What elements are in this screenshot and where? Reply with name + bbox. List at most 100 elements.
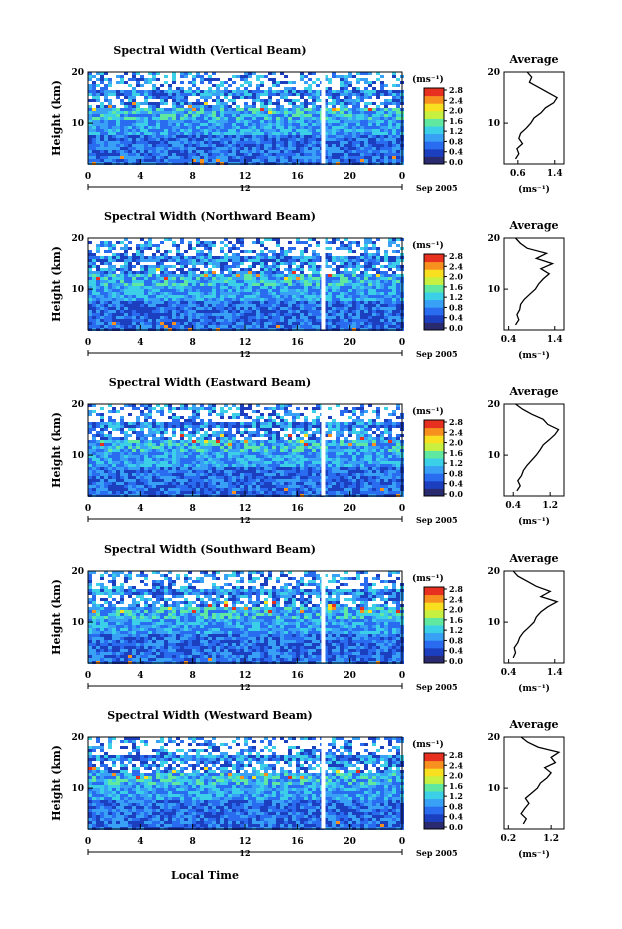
heatmap-cell (300, 271, 304, 274)
heatmap-cell (188, 150, 192, 153)
heatmap-cell (188, 286, 192, 289)
heatmap-cell (268, 295, 272, 298)
heatmap-cell (392, 280, 396, 283)
heatmap-cell (136, 129, 140, 132)
heatmap-cell (144, 132, 148, 135)
heatmap-cell (108, 283, 112, 286)
heatmap-cell (208, 253, 212, 256)
heatmap-cell (92, 253, 96, 256)
heatmap-cell (152, 316, 156, 319)
heatmap-cell (104, 476, 108, 479)
heatmap-cell (172, 304, 176, 307)
heatmap-cell (308, 147, 312, 150)
heatmap-cell (128, 144, 132, 147)
heatmap-cell (176, 114, 180, 117)
heatmap-cell (156, 87, 160, 90)
heatmap-cell (208, 159, 212, 162)
heatmap-cell (88, 301, 92, 304)
heatmap-cell (140, 120, 144, 123)
heatmap-cell (264, 313, 268, 316)
heatmap-cell (304, 241, 308, 244)
heatmap-cell (344, 268, 348, 271)
heatmap-cell (268, 298, 272, 301)
heatmap-cell (148, 446, 152, 449)
heatmap-cell (212, 244, 216, 247)
heatmap-cell (140, 132, 144, 135)
heatmap-cell (280, 105, 284, 108)
heatmap-cell (120, 443, 124, 446)
heatmap-cell (152, 159, 156, 162)
heatmap-cell (240, 156, 244, 159)
heatmap-cell (244, 277, 248, 280)
heatmap-cell (364, 280, 368, 283)
heatmap-cell (200, 286, 204, 289)
heatmap-cell (168, 289, 172, 292)
heatmap-cell (228, 144, 232, 147)
heatmap-cell (364, 259, 368, 262)
heatmap-cell (144, 313, 148, 316)
heatmap-cell (244, 313, 248, 316)
heatmap-cell (156, 111, 160, 114)
heatmap-cell (112, 301, 116, 304)
heatmap-cell (300, 159, 304, 162)
heatmap-cell (352, 156, 356, 159)
heatmap-cell (116, 476, 120, 479)
heatmap-cell (88, 452, 92, 455)
heatmap-cell (236, 117, 240, 120)
heatmap-cell (180, 93, 184, 96)
heatmap-cell (144, 295, 148, 298)
heatmap-cell (260, 253, 264, 256)
heatmap-cell (396, 90, 400, 93)
heatmap-cell (368, 298, 372, 301)
heatmap-cell (376, 259, 380, 262)
heatmap-cell (112, 437, 116, 440)
heatmap-cell (304, 102, 308, 105)
heatmap-cell (152, 265, 156, 268)
heatmap-cell (316, 253, 320, 256)
data-gap (321, 238, 326, 330)
heatmap-cell (96, 422, 100, 425)
heatmap-cell (88, 241, 92, 244)
heatmap-cell (308, 244, 312, 247)
heatmap-cell (296, 150, 300, 153)
heatmap-cell (308, 132, 312, 135)
heatmap-cell (232, 262, 236, 265)
heatmap-cell (144, 159, 148, 162)
heatmap-cell (204, 307, 208, 310)
heatmap-cell (336, 313, 340, 316)
heatmap-cell (352, 280, 356, 283)
heatmap-cell (280, 292, 284, 295)
heatmap-cell (92, 96, 96, 99)
heatmap-cell (180, 105, 184, 108)
heatmap-cell (152, 431, 156, 434)
heatmap-cell (344, 325, 348, 328)
heatmap-cell (324, 141, 328, 144)
heatmap-cell (96, 313, 100, 316)
heatmap-cell (152, 488, 156, 491)
heatmap-cell (164, 446, 168, 449)
heatmap-cell (136, 431, 140, 434)
heatmap-cell (332, 307, 336, 310)
heatmap-cell (244, 268, 248, 271)
heatmap-cell (108, 292, 112, 295)
heatmap-cell (212, 105, 216, 108)
heatmap-cell (248, 147, 252, 150)
heatmap-cell (148, 452, 152, 455)
heatmap-cell (148, 126, 152, 129)
heatmap-cell (268, 271, 272, 274)
heatmap-cell (172, 280, 176, 283)
heatmap-cell (108, 410, 112, 413)
heatmap-cell (252, 241, 256, 244)
heatmap-cell (224, 280, 228, 283)
heatmap-cell (104, 319, 108, 322)
heatmap-cell (112, 422, 116, 425)
heatmap-cell (204, 93, 208, 96)
heatmap-cell (204, 259, 208, 262)
heatmap-cell (396, 150, 400, 153)
heatmap-cell (372, 277, 376, 280)
heatmap-cell (116, 295, 120, 298)
heatmap-cell (152, 455, 156, 458)
heatmap-cell (168, 271, 172, 274)
heatmap-cell (104, 84, 108, 87)
heatmap-cell (96, 268, 100, 271)
